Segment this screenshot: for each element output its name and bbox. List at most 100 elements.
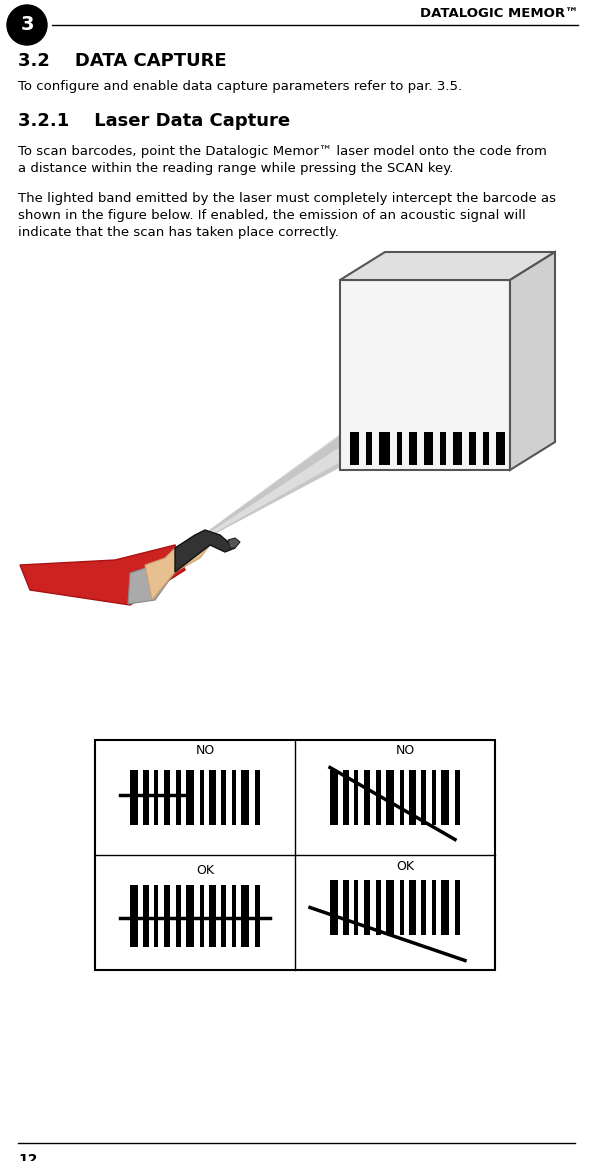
Bar [221, 918, 227, 946]
Bar [354, 770, 358, 825]
Text: indicate that the scan has taken place correctly.: indicate that the scan has taken place c… [18, 226, 339, 239]
Bar [432, 770, 436, 825]
Bar [386, 770, 394, 825]
Polygon shape [175, 432, 345, 555]
Circle shape [7, 5, 47, 45]
Bar [455, 880, 460, 935]
Bar [452, 432, 462, 466]
Bar [95, 740, 495, 969]
Bar [254, 770, 260, 825]
Bar [144, 918, 149, 946]
Text: DATALOGIC MEMOR™: DATALOGIC MEMOR™ [420, 7, 578, 20]
Bar [221, 770, 227, 825]
Bar [154, 918, 158, 946]
Polygon shape [510, 252, 555, 470]
Bar [186, 770, 195, 825]
Bar [241, 885, 249, 924]
Bar [186, 885, 195, 924]
Bar [397, 432, 402, 466]
Bar [164, 918, 170, 946]
Bar [379, 432, 390, 466]
Bar [144, 770, 149, 825]
Bar [254, 918, 260, 946]
Polygon shape [175, 432, 343, 555]
Bar [424, 432, 433, 466]
Bar [232, 770, 236, 825]
Bar [154, 885, 158, 924]
Bar [176, 770, 181, 825]
Bar [200, 918, 204, 946]
Bar [364, 770, 370, 825]
Bar [221, 885, 227, 924]
Bar [200, 885, 204, 924]
Bar [144, 885, 149, 924]
Bar [410, 432, 417, 466]
Text: 3.2    DATA CAPTURE: 3.2 DATA CAPTURE [18, 52, 227, 70]
Text: NO: NO [396, 744, 415, 757]
Bar [343, 770, 349, 825]
Bar [209, 918, 216, 946]
Bar [176, 918, 181, 946]
Bar [400, 880, 404, 935]
Text: 3.2.1    Laser Data Capture: 3.2.1 Laser Data Capture [18, 111, 290, 130]
Bar [366, 432, 372, 466]
Text: To scan barcodes, point the Datalogic Memor™ laser model onto the code from: To scan barcodes, point the Datalogic Me… [18, 145, 547, 158]
Polygon shape [175, 432, 342, 555]
Bar [386, 880, 394, 935]
Bar [154, 770, 158, 825]
Bar [441, 880, 449, 935]
Bar [130, 918, 138, 946]
Bar [330, 880, 338, 935]
Bar [350, 432, 359, 466]
Text: NO: NO [195, 744, 215, 757]
Bar [496, 432, 505, 466]
Bar [130, 770, 138, 825]
Polygon shape [175, 432, 343, 555]
Polygon shape [340, 252, 555, 280]
Bar [164, 885, 170, 924]
Bar [343, 880, 349, 935]
Bar [421, 880, 426, 935]
Polygon shape [128, 565, 175, 604]
Text: OK: OK [396, 859, 414, 873]
Text: To configure and enable data capture parameters refer to par. 3.5.: To configure and enable data capture par… [18, 80, 462, 93]
Polygon shape [20, 545, 185, 605]
Text: shown in the figure below. If enabled, the emission of an acoustic signal will: shown in the figure below. If enabled, t… [18, 209, 526, 222]
Bar [432, 880, 436, 935]
Bar [176, 885, 181, 924]
Text: a distance within the reading range while pressing the SCAN key.: a distance within the reading range whil… [18, 163, 454, 175]
Text: 3: 3 [20, 15, 34, 35]
Polygon shape [175, 432, 344, 555]
Polygon shape [175, 432, 343, 555]
Bar [440, 432, 445, 466]
Bar [232, 885, 236, 924]
Text: OK: OK [196, 865, 214, 878]
Bar [254, 885, 260, 924]
Polygon shape [175, 440, 350, 555]
Bar [354, 880, 358, 935]
Polygon shape [175, 432, 345, 555]
Text: 12: 12 [18, 1153, 37, 1161]
Bar [241, 918, 249, 946]
Bar [164, 770, 170, 825]
Text: The lighted band emitted by the laser must completely intercept the barcode as: The lighted band emitted by the laser mu… [18, 192, 556, 205]
Bar [232, 918, 236, 946]
Bar [469, 432, 476, 466]
Polygon shape [175, 432, 345, 555]
Bar [455, 770, 460, 825]
Bar [241, 770, 249, 825]
Polygon shape [340, 280, 510, 470]
Bar [364, 880, 370, 935]
Polygon shape [145, 535, 210, 600]
Bar [400, 770, 404, 825]
Bar [441, 770, 449, 825]
Bar [375, 880, 381, 935]
Polygon shape [228, 538, 240, 548]
Bar [409, 770, 416, 825]
Bar [409, 880, 416, 935]
Bar [186, 918, 195, 946]
Polygon shape [175, 531, 235, 572]
Polygon shape [175, 432, 342, 555]
Bar [330, 770, 338, 825]
Bar [200, 770, 204, 825]
